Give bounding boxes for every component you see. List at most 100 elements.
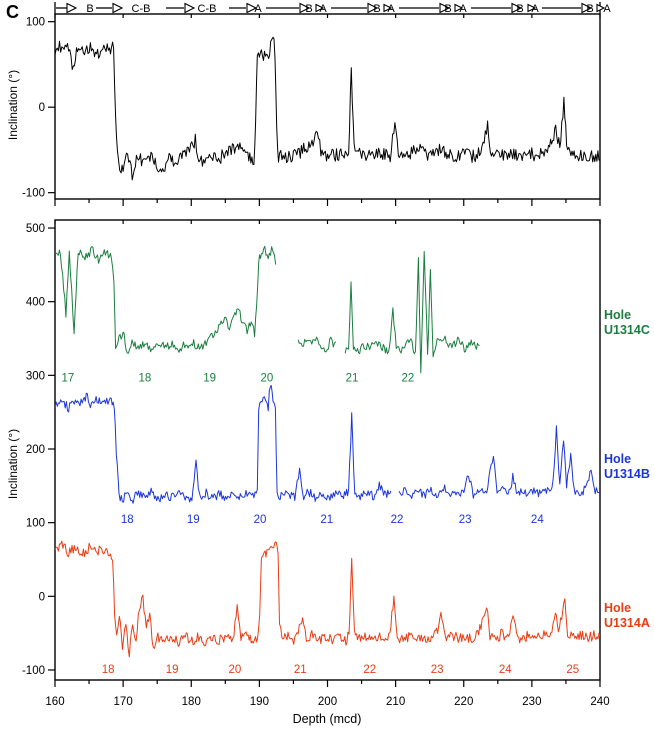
core-number-label: 21	[320, 514, 333, 526]
trace-segment-hole-U1314B	[398, 425, 600, 499]
trace-hole-U1314C	[55, 245, 480, 374]
hole-u1314c-label-line2: U1314C	[604, 323, 650, 337]
core-number-label: 18	[121, 514, 134, 526]
zone-arrow-small-icon	[454, 3, 464, 13]
panel-box	[54, 13, 601, 200]
panel-box	[54, 219, 601, 681]
zone-label: A	[319, 3, 327, 15]
x-tick-label: 180	[182, 696, 201, 708]
zone-label: A	[531, 3, 539, 15]
zone-label: A	[254, 3, 262, 15]
hole-u1314c-label-line1: Hole	[604, 308, 632, 322]
zone-arrow-icon	[66, 2, 78, 14]
trace-hole-U1314B	[55, 384, 600, 504]
zone-label: A	[459, 3, 467, 15]
zone-arrow-small-icon	[527, 3, 537, 13]
y-tick-label: 0	[39, 102, 45, 114]
x-tick-label: 200	[318, 696, 337, 708]
zone-arrow-icon	[299, 2, 311, 14]
core-number-label: 18	[102, 664, 115, 676]
core-number-label: 17	[62, 373, 75, 385]
trace-segment-hole-U1314A	[55, 540, 600, 658]
y-tick-label: 100	[26, 17, 45, 29]
core-number-label: 21	[346, 373, 359, 385]
zone-row: B C-B C-B A B A B A B A B A B A	[54, 2, 611, 15]
zone-arrow-icon	[246, 2, 258, 14]
zone-arrow-icon	[112, 2, 124, 14]
x-axis-ticks	[54, 220, 601, 687]
zone-arrow-icon	[184, 2, 196, 14]
x-tick-label: 170	[114, 696, 133, 708]
trace-segment-hole-U1314C	[344, 251, 480, 374]
zone-arrow-small-icon	[596, 3, 606, 13]
zone-label: B	[586, 3, 593, 15]
y-axis-title-bottom: Inclination (°)	[6, 428, 20, 500]
core-number-label: 24	[531, 514, 544, 526]
zone-arrow-icon	[581, 2, 593, 14]
x-tick-label: 210	[386, 696, 405, 708]
y-tick-label: -100	[22, 665, 45, 677]
x-axis-title: Depth (mcd)	[292, 712, 362, 726]
hole-u1314b-label-line1: Hole	[604, 452, 632, 466]
core-number-label: 19	[187, 514, 200, 526]
core-number-label: 18	[139, 373, 152, 385]
hole-u1314c-label: Hole U1314C	[604, 308, 650, 338]
core-number-label: 20	[254, 514, 267, 526]
zone-label: B	[305, 3, 312, 15]
zone-arrow-small-icon	[383, 3, 393, 13]
core-number-label: 20	[228, 664, 241, 676]
y-tick-label: 200	[26, 444, 45, 456]
y-tick-label: 500	[26, 223, 45, 235]
zone-label: B	[373, 3, 380, 15]
y-tick-label: 300	[26, 370, 45, 382]
trace-segment-hole-U1314C	[55, 245, 277, 354]
core-number-label: 22	[391, 514, 404, 526]
zone-label: B	[516, 3, 523, 15]
x-axis-ticks	[54, 14, 601, 206]
hole-u1314b-label: Hole U1314B	[604, 452, 650, 482]
y-axis-ticks: 500 400 300 200 100 0 -100	[22, 223, 55, 677]
zone-label: A	[387, 3, 395, 15]
zone-label: A	[603, 3, 611, 15]
hole-u1314a-label-line1: Hole	[604, 601, 632, 615]
x-tick-label: 230	[522, 696, 541, 708]
hole-u1314a-label-line2: U1314A	[604, 616, 650, 630]
zone-label: B	[86, 3, 93, 15]
zone-label: C-B	[198, 3, 217, 15]
core-number-label: 22	[401, 373, 414, 385]
trace-segment-hole-U1314B	[55, 384, 392, 504]
core-number-label: 19	[203, 373, 216, 385]
trace-inclination-stack	[55, 36, 600, 181]
x-tick-label: 220	[454, 696, 473, 708]
bottom-panel: 160 170 180 190 200 210 220 230 2405004003002001…	[22, 219, 610, 708]
hole-u1314b-label-line2: U1314B	[604, 467, 650, 481]
zone-arrow-icon	[439, 2, 451, 14]
zone-arrow-small-icon	[315, 3, 325, 13]
core-number-label: 21	[294, 664, 307, 676]
y-tick-label: 400	[26, 297, 45, 309]
trace-segment-inclination-stack	[55, 36, 600, 181]
zone-label: B	[444, 3, 451, 15]
y-tick-label: -100	[22, 188, 45, 200]
hole-u1314a-label: Hole U1314A	[604, 601, 650, 631]
core-number-label: 24	[499, 664, 512, 676]
y-tick-label: 100	[26, 518, 45, 530]
trace-hole-U1314A	[55, 540, 600, 658]
core-number-label: 23	[431, 664, 444, 676]
core-number-label: 22	[363, 664, 376, 676]
zone-arrow-icon	[511, 2, 523, 14]
x-tick-label: 190	[250, 696, 269, 708]
y-axis-ticks: 100 0 -100	[22, 17, 55, 200]
panel-letter: C	[6, 2, 19, 22]
core-number-label: 19	[166, 664, 179, 676]
x-tick-label: 160	[45, 696, 64, 708]
y-tick-label: 0	[39, 591, 45, 603]
core-number-label: 20	[260, 373, 273, 385]
x-tick-label: 240	[590, 696, 609, 708]
y-axis-title-top: Inclination (°)	[6, 69, 20, 141]
zone-label: C-B	[132, 3, 151, 15]
zone-arrow-icon	[367, 2, 379, 14]
